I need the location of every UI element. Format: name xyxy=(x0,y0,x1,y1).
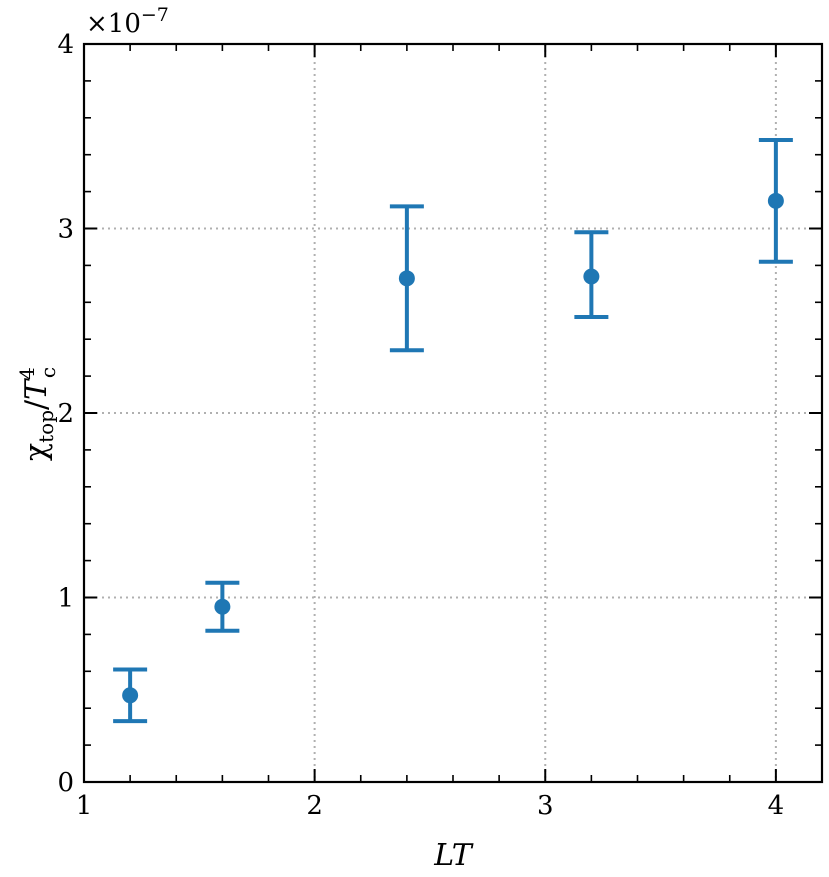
minor-ticks xyxy=(84,44,823,782)
points xyxy=(122,192,784,704)
data-point xyxy=(583,268,600,285)
data-point xyxy=(398,270,415,287)
data-point xyxy=(214,598,231,615)
x-axis-label: LT xyxy=(433,838,473,873)
y-tick-label: 2 xyxy=(57,399,74,429)
y-tick-label: 0 xyxy=(57,768,74,798)
plot-frame xyxy=(82,42,824,784)
y-tick-label: 4 xyxy=(57,30,74,60)
y-axis-label: χtop/T4c xyxy=(15,367,60,461)
major-ticks xyxy=(83,43,822,783)
x-tick-label: 4 xyxy=(768,791,785,821)
x-tick-label: 3 xyxy=(537,791,554,821)
y-tick-label: 1 xyxy=(57,584,74,614)
errorbars xyxy=(113,137,793,724)
grid xyxy=(84,44,822,782)
y-exponent: ×10−7 xyxy=(86,4,169,39)
data-point xyxy=(122,687,139,704)
y-tick-label: 3 xyxy=(57,215,74,245)
x-tick-label: 1 xyxy=(76,791,93,821)
data-point xyxy=(767,192,784,209)
x-tick-label: 2 xyxy=(306,791,323,821)
